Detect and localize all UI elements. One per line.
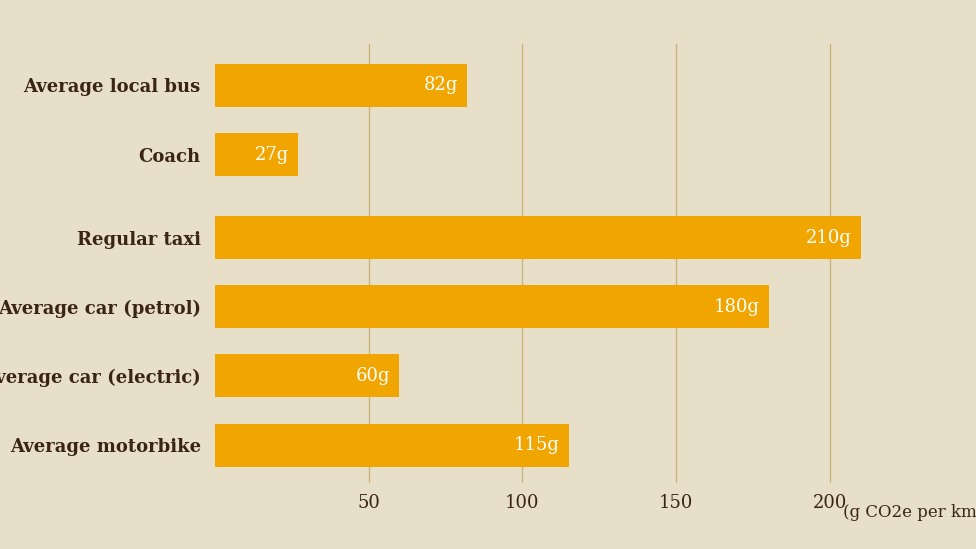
Bar [215,355,399,397]
Bar [215,133,298,176]
Text: 115g: 115g [513,436,559,454]
Text: (g CO2e per km): (g CO2e per km) [842,504,976,521]
Bar [215,424,569,467]
Text: 60g: 60g [355,367,390,385]
Text: 210g: 210g [806,228,852,247]
Bar [215,216,861,259]
Bar [215,64,468,107]
Bar [215,285,769,328]
Text: 27g: 27g [255,145,289,164]
Text: 82g: 82g [424,76,458,94]
Text: 180g: 180g [713,298,759,316]
